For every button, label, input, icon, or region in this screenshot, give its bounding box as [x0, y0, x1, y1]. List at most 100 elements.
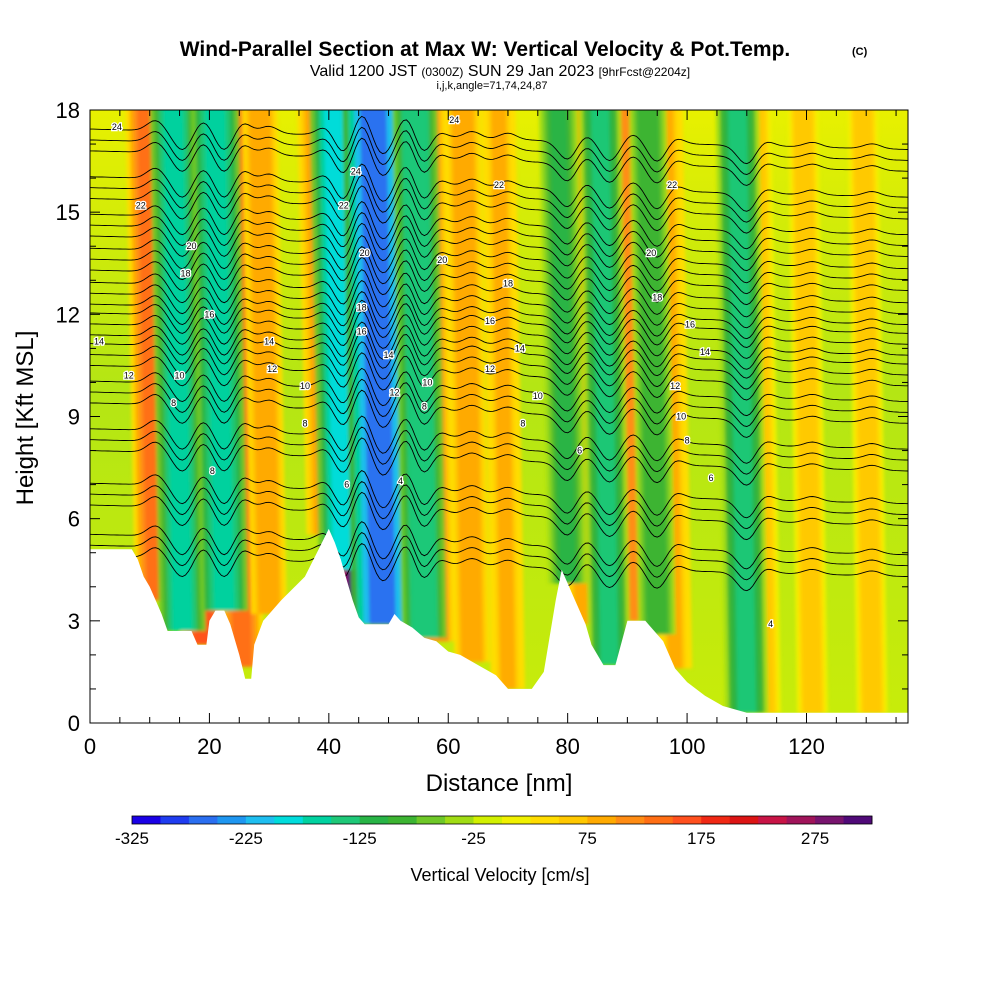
theta-contour	[90, 185, 908, 234]
contour-label: 14	[384, 350, 394, 360]
colorbar-swatch	[302, 816, 332, 824]
theta-contour	[90, 299, 908, 348]
theta-contour	[90, 378, 908, 427]
colorbar-tick-label: 75	[578, 829, 597, 848]
y-tick-label: 12	[56, 302, 80, 327]
contour-label: 8	[520, 418, 525, 428]
colorbar-swatch	[786, 816, 816, 824]
downdraft-band	[163, 110, 193, 632]
contour-label: 12	[267, 364, 277, 374]
theta-contour	[90, 137, 908, 186]
contour-label: 8	[302, 418, 307, 428]
colorbar-swatch	[245, 816, 275, 824]
contour-label: 18	[357, 303, 367, 313]
contour-label: 4	[768, 619, 773, 629]
colorbar-swatch	[587, 816, 617, 824]
contour-label: 10	[533, 391, 543, 401]
contour-label: 12	[670, 381, 680, 391]
colorbar-swatch	[502, 816, 531, 824]
colorbar-swatch	[644, 816, 674, 824]
y-tick-label: 9	[68, 405, 80, 430]
colorbar-swatch	[188, 816, 218, 824]
updraft-band	[455, 110, 480, 662]
colorbar-frame	[131, 815, 873, 825]
contour-labels: 24 22 20 18 16 14 12 10 8 14 12 10 8 8 24 22 20 18 16 14 12 1…	[93, 114, 775, 631]
colorbar-swatch	[416, 816, 446, 824]
colorbar-tick-label: -25	[461, 829, 486, 848]
contour-label: 6	[708, 473, 713, 483]
contour-label: 20	[360, 248, 370, 258]
colorbar-swatch	[473, 816, 503, 824]
theta-contour	[90, 235, 908, 284]
contour-label: 20	[437, 255, 447, 265]
colorbar-tick-label: 275	[801, 829, 829, 848]
colorbar-swatch	[217, 816, 247, 824]
x-tick-label: 0	[84, 734, 96, 759]
theta-contour	[90, 532, 908, 581]
contour-label: 22	[136, 200, 146, 210]
colorbar-swatch	[445, 816, 474, 824]
contour-label: 20	[186, 241, 196, 251]
contour-label: 16	[357, 326, 367, 336]
theta-contour	[90, 367, 908, 417]
colorbar-swatch	[843, 816, 873, 824]
plot-area: 24 22 20 18 16 14 12 10 8 14 12 10 8 8 24 22 20 18 16 14 12 1…	[90, 110, 908, 723]
colorbar-swatch	[701, 816, 731, 824]
contour-label: 12	[390, 388, 400, 398]
theta-contours	[90, 115, 908, 592]
theta-contour	[90, 269, 908, 318]
colorbar-swatch	[359, 816, 389, 824]
colorbar-tick-label: -225	[229, 829, 263, 848]
theta-contour	[90, 437, 908, 486]
x-axis: 0 20 40 60 80 100 120	[84, 110, 897, 759]
updraft-band	[252, 110, 277, 615]
subtitle-date: SUN 29 Jan 2023	[468, 63, 594, 80]
contour-label: 10	[300, 381, 310, 391]
contour-label: 24	[351, 166, 361, 176]
theta-contour	[90, 256, 908, 306]
theta-contour	[90, 245, 908, 295]
colorbar-swatch	[672, 816, 702, 824]
contour-label: 8	[422, 401, 427, 411]
colorbar-label: Vertical Velocity [cm/s]	[410, 865, 589, 885]
y-tick-label: 3	[68, 609, 80, 634]
theta-contour	[90, 491, 908, 541]
subtitle-utc: (0300Z)	[421, 65, 463, 79]
contour-label: 12	[124, 371, 134, 381]
theta-contour	[90, 389, 908, 438]
colorbar-tick-label: -325	[115, 829, 149, 848]
theta-contour	[90, 174, 908, 223]
updraft-band	[491, 110, 516, 689]
contour-label: 20	[646, 248, 656, 258]
terrain-mask	[90, 528, 908, 723]
contour-label: 18	[503, 279, 513, 289]
colorbar-swatch	[815, 816, 844, 824]
contour-label: 16	[204, 309, 214, 319]
contour-label: 8	[210, 466, 215, 476]
contour-label: 8	[685, 435, 690, 445]
theta-contour	[90, 280, 908, 329]
contour-label: 6	[344, 480, 349, 490]
theta-contour	[90, 211, 908, 261]
contour-label: 10	[676, 412, 686, 422]
colorbar-swatch	[530, 816, 560, 824]
contour-label: 8	[171, 398, 176, 408]
subtitle-valid: Valid 1200 JST	[310, 63, 418, 80]
theta-contour	[90, 426, 908, 475]
theta-contour	[90, 521, 908, 570]
theta-contour	[90, 126, 908, 175]
subtitle-forecast: [9hrFcst@2204z]	[599, 65, 691, 79]
theta-contour	[90, 222, 908, 272]
theta-contour	[90, 290, 908, 340]
theta-contour	[90, 415, 908, 464]
contour-label: 22	[339, 200, 349, 210]
colorbar: -325 -225 -125 -25 75 175 275	[115, 815, 873, 848]
contour-label: 6	[577, 446, 582, 456]
updraft-band	[796, 110, 820, 713]
theta-contour	[90, 201, 908, 250]
x-tick-label: 80	[555, 734, 579, 759]
x-tick-label: 20	[197, 734, 221, 759]
theta-contour	[90, 163, 908, 212]
colorbar-swatch	[160, 816, 190, 824]
